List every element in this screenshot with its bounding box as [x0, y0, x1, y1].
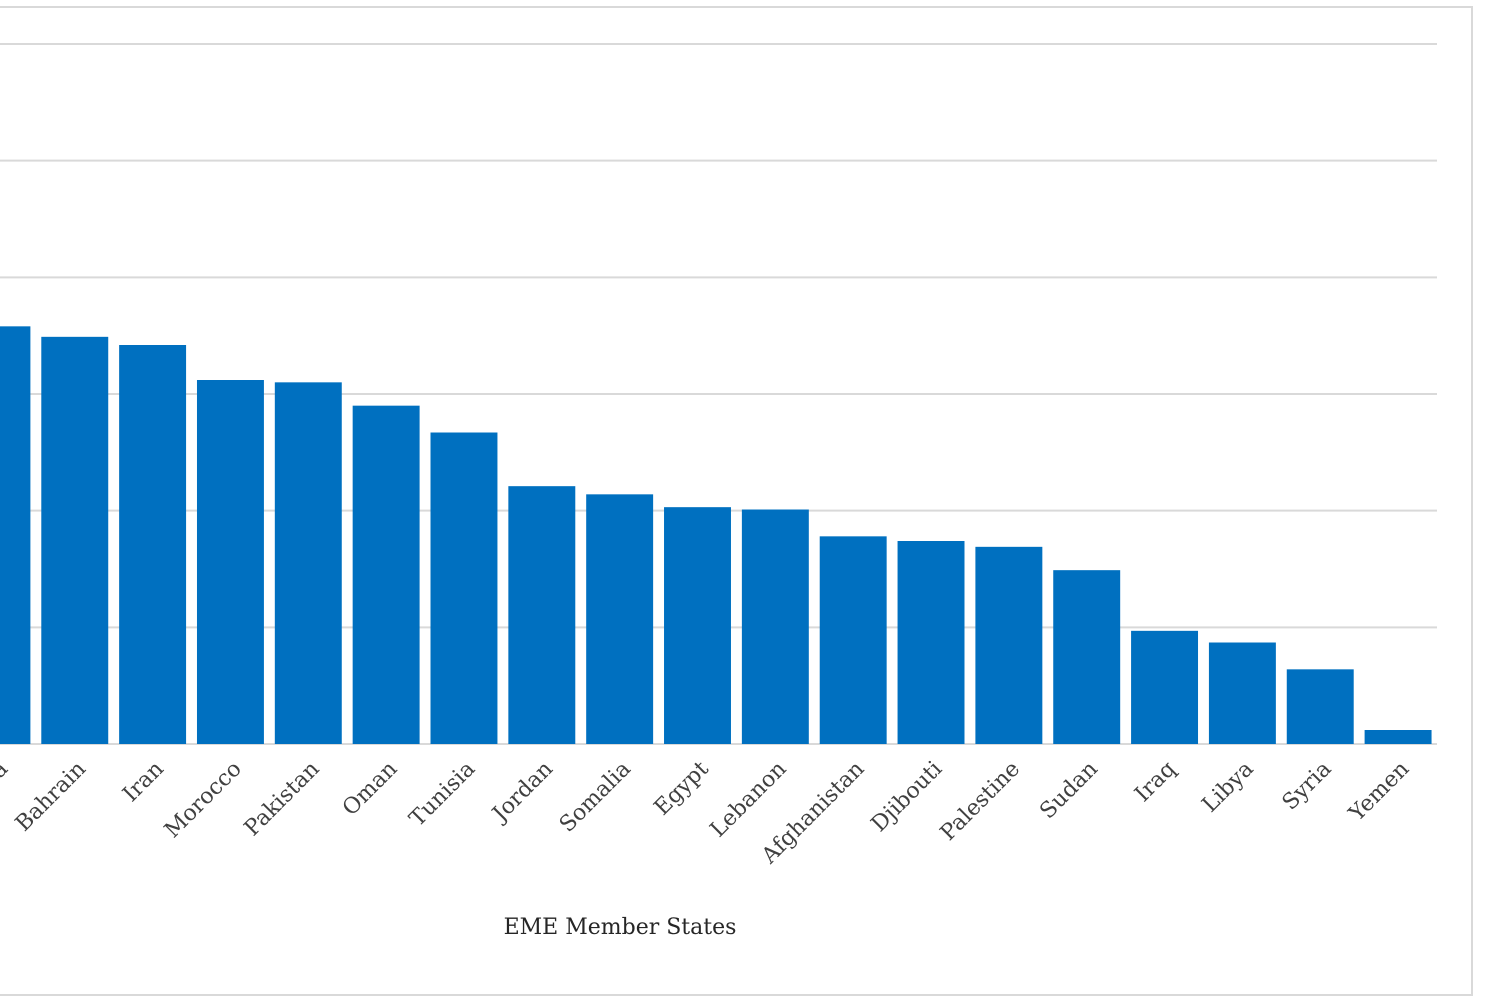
bar-tunisia — [430, 432, 498, 744]
x-tick-label: Yemen — [1344, 757, 1414, 827]
bar-syria — [1286, 669, 1354, 744]
bar-libya — [1208, 642, 1276, 744]
bar-iraq — [1131, 630, 1199, 744]
bar-afghanistan — [819, 536, 887, 744]
x-tick-label: Libya — [1198, 757, 1259, 818]
bar-jordan — [508, 486, 576, 744]
x-tick-label: Morocco — [160, 757, 247, 844]
bar-pakistan — [274, 382, 342, 744]
x-tick-label: Saudi Arabia — [0, 757, 13, 877]
bar-sudan — [1053, 570, 1121, 744]
x-tick-label: Syria — [1278, 757, 1337, 816]
x-tick-label: Jordan — [487, 757, 558, 828]
x-tick-label: Pakistan — [240, 757, 325, 842]
x-axis-title: EME Member States — [504, 915, 737, 940]
x-tick-label: Somalia — [555, 757, 636, 838]
bar-oman — [352, 405, 420, 744]
bar-egypt — [664, 507, 731, 744]
x-tick-label: Egypt — [650, 756, 714, 820]
x-tick-label: Iran — [118, 757, 169, 808]
x-tick-label: Sudan — [1035, 757, 1103, 825]
bar-djibouti — [897, 541, 965, 744]
bar-saudi-arabia — [0, 326, 31, 744]
x-tick-label: Oman — [338, 757, 402, 821]
bar-lebanon — [741, 509, 809, 744]
bar-yemen — [1364, 730, 1432, 744]
x-tick-label: Djibouti — [867, 757, 948, 838]
bar-morocco — [196, 380, 264, 744]
x-tick-label: Palestine — [936, 757, 1025, 846]
x-tick-label: Bahrain — [11, 757, 91, 837]
x-tick-label: Tunisia — [405, 757, 480, 832]
bar-iran — [119, 345, 187, 744]
bar-palestine — [975, 546, 1043, 744]
bars — [0, 326, 1432, 744]
bar-somalia — [586, 494, 654, 744]
x-tick-label: Iraq — [1130, 757, 1180, 807]
bar-bahrain — [41, 336, 109, 744]
